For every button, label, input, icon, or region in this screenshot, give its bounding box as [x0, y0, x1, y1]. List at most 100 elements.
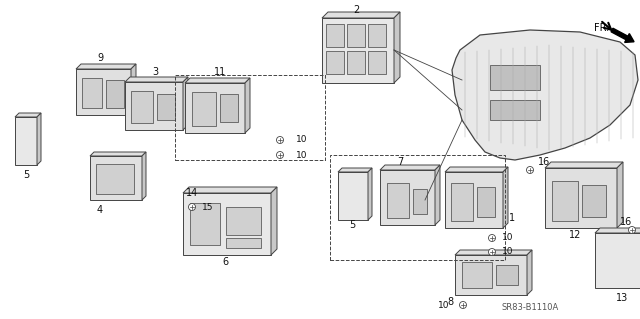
- Bar: [368, 51, 386, 74]
- Circle shape: [628, 226, 636, 234]
- Bar: [496, 265, 518, 285]
- Text: 6: 6: [222, 257, 228, 267]
- Polygon shape: [142, 152, 146, 200]
- Bar: [582, 185, 606, 217]
- Bar: [338, 172, 368, 220]
- Polygon shape: [322, 12, 400, 18]
- Text: 3: 3: [152, 67, 158, 77]
- Text: 10: 10: [502, 234, 513, 242]
- Bar: [157, 94, 175, 120]
- Text: 15: 15: [202, 203, 214, 211]
- Bar: [326, 24, 344, 47]
- Circle shape: [527, 167, 534, 174]
- Bar: [192, 92, 216, 126]
- Bar: [96, 164, 134, 194]
- Bar: [595, 233, 640, 288]
- Bar: [490, 100, 540, 120]
- Text: 10: 10: [296, 151, 307, 160]
- Bar: [90, 156, 142, 200]
- Bar: [462, 262, 492, 288]
- Bar: [455, 255, 527, 295]
- Bar: [477, 187, 495, 217]
- Text: 10: 10: [502, 248, 513, 256]
- Bar: [226, 207, 261, 235]
- Polygon shape: [131, 64, 136, 115]
- Polygon shape: [183, 77, 188, 130]
- Bar: [125, 82, 183, 130]
- Polygon shape: [527, 250, 532, 295]
- Polygon shape: [435, 165, 440, 225]
- Text: 4: 4: [97, 205, 103, 215]
- Bar: [380, 170, 435, 225]
- Text: 2: 2: [353, 5, 359, 15]
- Text: 14: 14: [186, 188, 198, 198]
- Polygon shape: [617, 162, 623, 228]
- Polygon shape: [183, 187, 277, 193]
- Text: FR.: FR.: [595, 23, 609, 33]
- Text: 10: 10: [296, 136, 307, 145]
- Bar: [82, 78, 102, 108]
- Bar: [322, 18, 394, 83]
- Bar: [15, 117, 37, 165]
- Polygon shape: [185, 78, 250, 83]
- Polygon shape: [90, 152, 146, 156]
- Bar: [451, 183, 473, 221]
- Text: 10: 10: [438, 300, 449, 309]
- Bar: [185, 83, 245, 133]
- Bar: [387, 183, 409, 218]
- Polygon shape: [445, 167, 508, 172]
- Bar: [545, 168, 617, 228]
- Polygon shape: [368, 168, 372, 220]
- Bar: [347, 51, 365, 74]
- Circle shape: [189, 204, 195, 211]
- Text: 9: 9: [97, 53, 103, 63]
- Text: 5: 5: [349, 220, 355, 230]
- Bar: [330, 155, 505, 260]
- Polygon shape: [452, 30, 638, 160]
- Polygon shape: [37, 113, 41, 165]
- Text: 11: 11: [214, 67, 226, 77]
- Circle shape: [488, 234, 495, 241]
- Polygon shape: [545, 162, 623, 168]
- Polygon shape: [245, 78, 250, 133]
- Bar: [226, 238, 261, 248]
- Polygon shape: [125, 77, 188, 82]
- Text: 7: 7: [397, 157, 403, 167]
- Bar: [413, 189, 427, 214]
- Bar: [190, 203, 220, 245]
- Bar: [106, 80, 124, 108]
- Circle shape: [460, 301, 467, 308]
- Bar: [368, 24, 386, 47]
- Polygon shape: [338, 168, 372, 172]
- Text: SR83-B1110A: SR83-B1110A: [501, 303, 559, 313]
- Bar: [445, 172, 503, 228]
- Polygon shape: [271, 187, 277, 255]
- Circle shape: [276, 152, 284, 159]
- Text: 12: 12: [569, 230, 581, 240]
- Bar: [347, 24, 365, 47]
- Circle shape: [276, 137, 284, 144]
- Circle shape: [488, 249, 495, 256]
- Polygon shape: [455, 250, 532, 255]
- Bar: [490, 65, 540, 90]
- Bar: [131, 91, 153, 123]
- Text: 5: 5: [23, 170, 29, 180]
- Text: 16: 16: [538, 157, 550, 167]
- Bar: [552, 181, 578, 221]
- Bar: [76, 69, 131, 115]
- Text: 8: 8: [447, 297, 453, 307]
- Bar: [175, 75, 325, 160]
- FancyArrow shape: [611, 28, 634, 42]
- Text: 16: 16: [620, 217, 632, 227]
- Bar: [326, 51, 344, 74]
- Polygon shape: [380, 165, 440, 170]
- Polygon shape: [503, 167, 508, 228]
- Bar: [220, 94, 238, 122]
- Text: 13: 13: [616, 293, 628, 303]
- Text: 1: 1: [509, 213, 515, 223]
- Bar: [183, 193, 271, 255]
- Polygon shape: [15, 113, 41, 117]
- Polygon shape: [595, 228, 640, 233]
- Polygon shape: [76, 64, 136, 69]
- Polygon shape: [394, 12, 400, 83]
